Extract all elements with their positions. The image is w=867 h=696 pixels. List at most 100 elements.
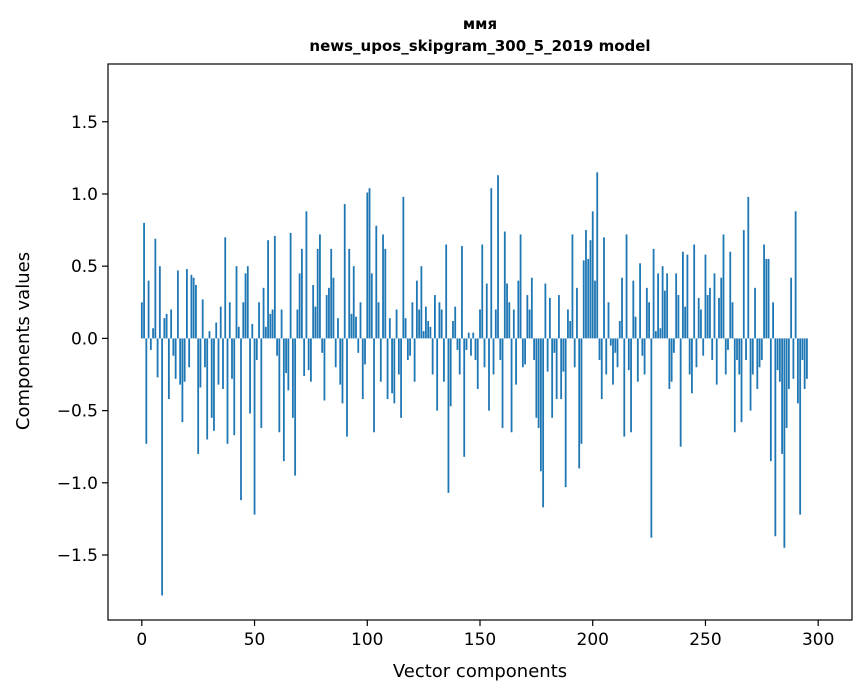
bar-116 [402, 196, 405, 339]
bar-198 [587, 258, 590, 339]
bar-293 [801, 338, 804, 361]
bar-289 [792, 338, 795, 379]
bar-268 [745, 338, 747, 361]
bar-23 [192, 277, 195, 339]
bar-279 [769, 338, 772, 462]
bar-204 [600, 338, 603, 400]
bar-13 [170, 309, 173, 339]
bar-1 [143, 222, 145, 339]
bar-272 [754, 287, 756, 339]
bar-196 [582, 260, 585, 339]
chart-subtitle: news_upos_skipgram_300_5_2019 model [309, 37, 650, 55]
bar-180 [546, 338, 549, 372]
y-tick-label: −0.5 [57, 402, 98, 422]
bar-286 [785, 338, 788, 428]
bar-67 [291, 338, 294, 418]
bar-186 [560, 338, 563, 400]
bar-136 [447, 338, 450, 493]
bar-89 [341, 338, 344, 404]
bar-149 [476, 338, 479, 389]
bar-0 [140, 302, 143, 339]
bar-35 [219, 306, 222, 339]
bar-219 [634, 316, 637, 339]
bar-226 [650, 338, 653, 538]
bar-237 [675, 273, 678, 339]
bar-275 [760, 338, 763, 361]
bar-249 [702, 338, 705, 356]
bar-251 [706, 295, 709, 339]
bar-241 [684, 306, 687, 339]
bar-206 [605, 338, 608, 375]
bar-285 [783, 338, 786, 548]
bar-213 [621, 277, 623, 339]
y-tick-label: 1.0 [71, 185, 98, 205]
bar-195 [580, 338, 583, 444]
bar-188 [564, 338, 567, 488]
bar-202 [596, 172, 599, 339]
bar-7 [156, 338, 159, 378]
bar-238 [677, 295, 680, 339]
bar-171 [526, 295, 529, 339]
bar-34 [217, 338, 220, 385]
bar-276 [763, 244, 765, 339]
bar-187 [562, 338, 565, 372]
bar-183 [553, 338, 556, 353]
bar-165 [512, 309, 515, 339]
bar-170 [524, 338, 526, 365]
bar-120 [411, 302, 414, 339]
bar-203 [598, 338, 601, 361]
bar-152 [483, 338, 486, 368]
bar-254 [713, 273, 716, 339]
bar-140 [456, 338, 459, 350]
bar-43 [237, 326, 240, 339]
bar-164 [510, 338, 513, 433]
bar-244 [691, 338, 693, 394]
bar-119 [409, 338, 412, 356]
bar-201 [594, 280, 596, 339]
bar-102 [370, 273, 373, 339]
bar-52 [258, 302, 260, 339]
bar-69 [296, 309, 299, 339]
bar-76 [312, 284, 315, 339]
bar-123 [418, 309, 421, 339]
bar-100 [366, 192, 369, 339]
bar-112 [393, 338, 396, 404]
x-tick-label: 0 [136, 630, 147, 650]
bar-2 [145, 338, 148, 444]
bar-169 [521, 338, 524, 368]
bar-243 [688, 338, 691, 375]
bar-10 [163, 318, 166, 339]
bar-200 [591, 211, 594, 339]
bar-108 [384, 248, 387, 339]
bar-222 [641, 338, 644, 356]
bar-113 [395, 309, 398, 339]
bar-8 [158, 266, 161, 339]
bar-218 [632, 280, 635, 339]
bar-32 [213, 338, 215, 431]
bar-283 [778, 338, 781, 382]
bar-87 [337, 318, 339, 339]
bar-57 [269, 313, 272, 339]
bar-194 [578, 338, 581, 469]
bars-group [140, 172, 808, 596]
bar-162 [506, 283, 508, 339]
bar-63 [282, 338, 285, 462]
bar-143 [463, 338, 466, 457]
bar-273 [756, 338, 759, 389]
bar-92 [348, 248, 351, 339]
bar-176 [537, 338, 540, 428]
bar-74 [307, 338, 310, 371]
bar-261 [729, 251, 732, 339]
bar-160 [501, 338, 504, 428]
bar-28 [204, 338, 206, 368]
bar-122 [415, 280, 418, 339]
x-tick-label: 250 [689, 630, 721, 650]
bar-60 [276, 338, 278, 356]
bar-225 [648, 302, 650, 339]
bar-260 [727, 338, 729, 350]
bar-193 [576, 287, 578, 339]
bar-210 [614, 338, 617, 353]
bar-227 [652, 248, 655, 339]
bar-161 [503, 231, 506, 339]
